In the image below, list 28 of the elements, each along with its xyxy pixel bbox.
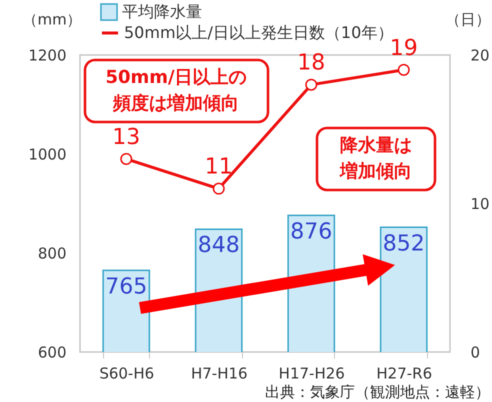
data-label: 852 xyxy=(382,231,425,256)
data-label: 18 xyxy=(297,50,326,76)
y-axis-title: （mm） xyxy=(22,10,82,28)
legend-label: 平均降水量 xyxy=(122,2,202,21)
point xyxy=(398,64,410,76)
data-label: 765 xyxy=(105,274,148,300)
data-label: 11 xyxy=(204,154,233,180)
y-tick-label: 1200 xyxy=(28,46,66,64)
y2-tick-label: 10 xyxy=(470,195,490,213)
point xyxy=(212,182,225,195)
annotation: 50mm/日以上の頻度は増加傾向 xyxy=(105,67,247,114)
data-label: 848 xyxy=(198,233,240,258)
y2-axis-title: （日） xyxy=(446,10,490,28)
data-label: 13 xyxy=(112,124,140,150)
x-tick-label: H27-R6 xyxy=(376,364,432,382)
y2-tick-label: 20 xyxy=(470,46,490,64)
x-tick-label: H17-H26 xyxy=(278,364,345,382)
source-note: 出典：気象庁（観測地点：遠軽） xyxy=(265,383,490,401)
x-tick-label: H7-H16 xyxy=(190,364,248,382)
y-tick-label: 1000 xyxy=(28,146,66,164)
point xyxy=(305,78,318,91)
x-tick-label: S60-H6 xyxy=(99,364,154,382)
data-label: 876 xyxy=(290,219,332,244)
y2-tick-label: 0 xyxy=(470,344,480,362)
y-tick-label: 600 xyxy=(38,344,66,362)
y-tick-label: 800 xyxy=(38,244,66,262)
point xyxy=(120,152,132,165)
annotation: 降水量は増加傾向 xyxy=(339,135,412,182)
